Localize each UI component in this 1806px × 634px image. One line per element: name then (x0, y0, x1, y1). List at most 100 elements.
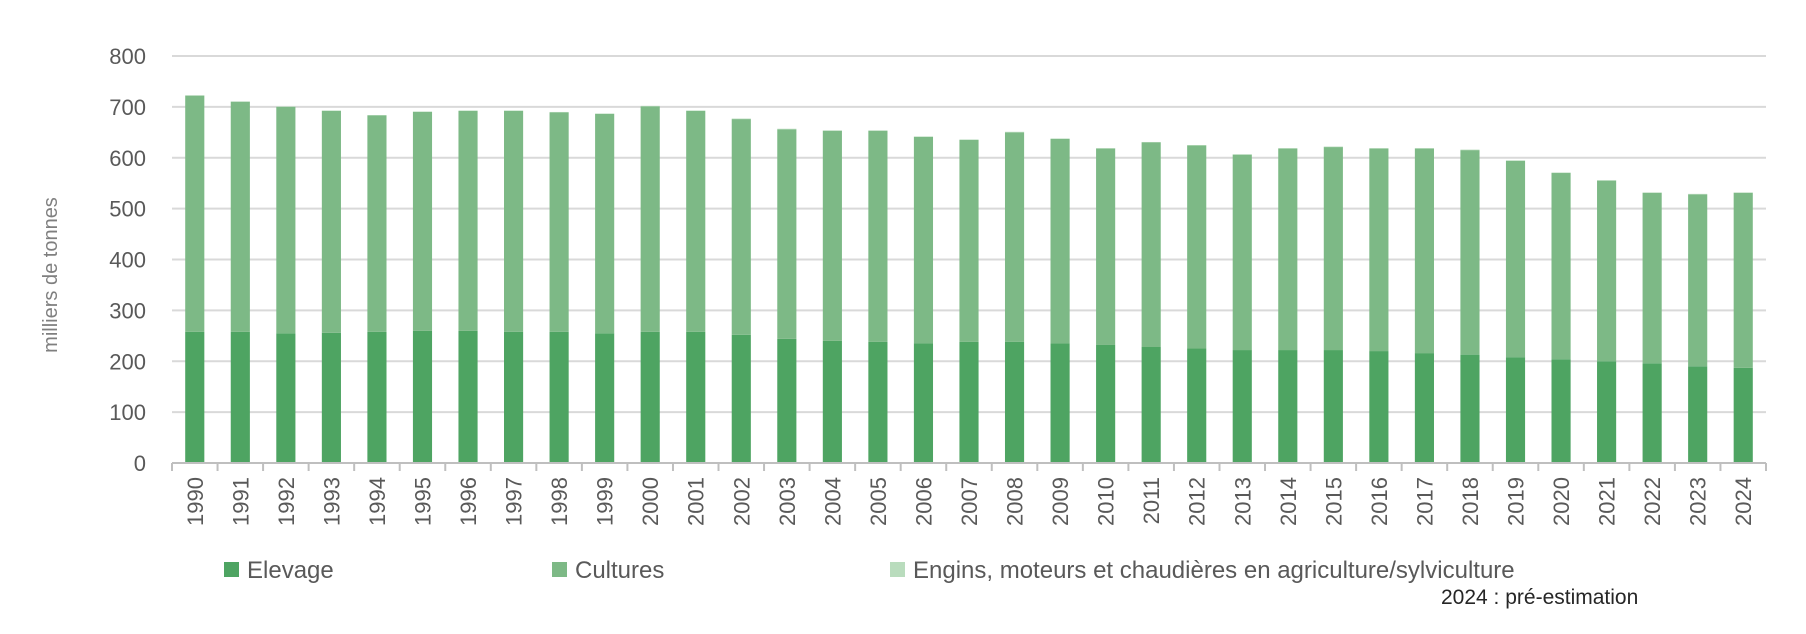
bar-segment-1 (367, 331, 387, 463)
bar-segment-2 (321, 110, 341, 333)
bar-segment-3 (1141, 141, 1161, 143)
bar-segment-1 (595, 333, 615, 463)
bar-segment-1 (185, 331, 205, 463)
bar-segment-3 (1551, 172, 1571, 174)
bars (185, 95, 1753, 463)
x-axis: 1990 1991 1992 1993 1994 1995 1996 1997 1998 1999… (171, 462, 1767, 526)
bar-segment-1 (777, 338, 797, 463)
y-axis-ticks: 0 100 200 300 400 500 600 700 800 (109, 44, 146, 476)
bar-segment-3 (777, 128, 797, 130)
bar-segment-3 (868, 130, 888, 131)
bar-segment-3 (686, 110, 706, 111)
x-tick-label: 2024 (1731, 477, 1756, 526)
bar-segment-2 (777, 129, 797, 339)
bar-segment-1 (230, 331, 250, 463)
bar-segment-3 (1096, 148, 1116, 149)
bar-segment-3 (1505, 160, 1526, 161)
x-tick-label: 2013 (1230, 477, 1255, 526)
bar-segment-2 (686, 110, 706, 332)
bar-segment-2 (1369, 148, 1389, 352)
bar-segment-1 (1414, 353, 1434, 463)
y-tick-label: 200 (109, 349, 146, 374)
legend-swatch (552, 562, 567, 577)
bar-segment-3 (595, 113, 615, 114)
legend-label: Elevage (247, 557, 334, 584)
x-tick-label: 2018 (1458, 477, 1483, 526)
x-tick-label: 2009 (1048, 477, 1073, 526)
bar-segment-2 (1642, 192, 1662, 364)
bar-segment-3 (640, 105, 660, 107)
bar-segment-3 (1688, 193, 1708, 195)
y-tick-label: 500 (109, 197, 146, 222)
bar-segment-1 (1096, 344, 1116, 463)
bar-segment-2 (185, 95, 205, 332)
bar-segment-1 (412, 330, 433, 463)
x-tick-label: 2016 (1367, 477, 1392, 526)
x-tick-label: 1995 (410, 477, 435, 526)
bar-segment-2 (1004, 132, 1025, 342)
bar-segment-3 (1004, 131, 1025, 133)
bar-segment-2 (1597, 180, 1617, 362)
x-tick-label: 2006 (911, 477, 936, 526)
x-tick-label: 2004 (820, 477, 845, 526)
bar-segment-1 (686, 331, 706, 463)
bar-segment-3 (1733, 192, 1753, 193)
x-tick-label: 1990 (183, 477, 208, 526)
x-tick-label: 1998 (547, 477, 572, 526)
x-tick-label: 2017 (1412, 477, 1437, 526)
y-tick-label: 100 (109, 400, 146, 425)
x-tick-label: 2023 (1686, 477, 1711, 526)
x-tick-label: 2021 (1595, 477, 1620, 526)
bar-segment-3 (822, 130, 842, 131)
x-tick-label: 2022 (1640, 477, 1665, 526)
y-tick-label: 0 (134, 451, 146, 476)
bar-segment-2 (595, 113, 615, 334)
legend-swatch (224, 562, 239, 577)
x-tick-label: 1994 (365, 477, 390, 526)
bar-segment-2 (1414, 148, 1434, 354)
bar-segment-1 (1141, 347, 1161, 463)
bar-segment-2 (959, 139, 979, 342)
bar-segment-2 (1460, 150, 1480, 355)
x-tick-label: 2015 (1321, 477, 1346, 526)
x-tick-label: 1999 (593, 477, 618, 526)
bar-segment-1 (868, 341, 888, 463)
x-tick-label: 2019 (1504, 477, 1529, 526)
bar-segment-1 (1505, 357, 1526, 463)
bar-segment-3 (1414, 148, 1434, 149)
bar-segment-1 (1597, 361, 1617, 463)
bar-segment-2 (458, 110, 478, 331)
bar-segment-3 (913, 136, 934, 137)
bar-segment-3 (1278, 148, 1298, 149)
x-tick-label: 1991 (228, 477, 253, 526)
bar-segment-2 (1141, 142, 1161, 348)
legend: Elevage Cultures Engins, moteurs et chaudi… (224, 557, 1515, 584)
bar-segment-1 (913, 343, 934, 463)
y-tick-label: 600 (109, 146, 146, 171)
bar-segment-2 (822, 130, 842, 341)
bar-segment-3 (1369, 148, 1389, 149)
bar-segment-3 (1232, 154, 1252, 155)
bar-segment-1 (1050, 343, 1070, 463)
bar-segment-1 (1642, 363, 1662, 463)
bar-segment-3 (1187, 145, 1207, 146)
x-tick-label: 2012 (1185, 477, 1210, 526)
legend-label: Cultures (575, 557, 664, 584)
bar-segment-3 (276, 106, 296, 107)
bar-segment-3 (367, 115, 387, 116)
bar-segment-3 (1642, 192, 1662, 193)
y-tick-label: 300 (109, 298, 146, 323)
chart-note: 2024 : pré-estimation (1441, 586, 1638, 609)
x-tick-label: 2011 (1139, 477, 1164, 524)
bar-segment-1 (1004, 341, 1025, 463)
bar-segment-1 (959, 341, 979, 463)
bar-segment-3 (731, 118, 751, 120)
y-tick-label: 400 (109, 248, 146, 273)
y-tick-label: 800 (109, 44, 146, 69)
legend-swatch (890, 562, 905, 577)
x-tick-label: 1993 (319, 477, 344, 526)
y-tick-label: 700 (109, 95, 146, 120)
bar-segment-1 (1323, 350, 1343, 463)
bar-segment-1 (1551, 359, 1571, 463)
